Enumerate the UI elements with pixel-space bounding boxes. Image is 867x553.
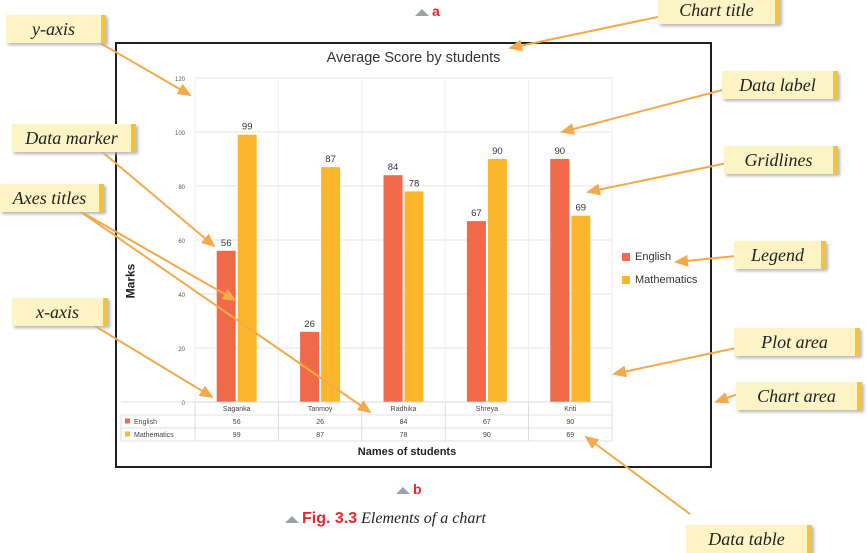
data-label: 90 — [492, 146, 503, 157]
table-cell-value: 26 — [316, 419, 324, 426]
bar-english-kriti — [550, 159, 570, 402]
triangle-icon — [396, 487, 410, 494]
bar-english-tanmoy — [300, 331, 320, 402]
callout-arrow — [674, 254, 737, 267]
callout-legend: Legend — [734, 241, 826, 269]
callout-data-table: Data table — [686, 525, 812, 553]
table-category-label: Shreya — [476, 406, 498, 413]
callout-arrow — [94, 39, 192, 97]
table-legend-key — [125, 418, 130, 424]
marker-a-label: a — [432, 3, 440, 19]
data-label: 84 — [388, 162, 399, 173]
data-label: 87 — [325, 154, 336, 165]
legend-label-english: English — [635, 251, 672, 263]
callout-arrow — [77, 209, 372, 414]
x-axis-title: Names of students — [357, 446, 457, 458]
callout-arrows — [77, 13, 739, 515]
callout-arrow — [99, 149, 216, 248]
table-cell-value: 69 — [566, 432, 574, 439]
callout-arrow — [586, 161, 733, 196]
table-category-label: Tanmoy — [308, 406, 333, 413]
callout-arrow — [77, 209, 237, 301]
table-cell-value: 90 — [483, 432, 491, 439]
triangle-icon — [415, 9, 429, 16]
triangle-icon — [285, 516, 299, 523]
callout-arrow — [584, 435, 691, 515]
callout-data-marker: Data marker — [12, 124, 136, 152]
marker-b-label: b — [413, 481, 422, 497]
legend-swatch-mathematics — [622, 276, 630, 284]
figure-marker-a: a — [415, 3, 440, 19]
table-category-label: Saganka — [223, 406, 251, 413]
legend: English Mathematics — [622, 251, 697, 297]
y-tick-label: 20 — [178, 347, 185, 353]
table-cell-value: 67 — [483, 419, 491, 426]
bar-mathematics-radhika — [404, 191, 424, 402]
data-label: 26 — [304, 319, 315, 330]
data-label: 69 — [576, 203, 587, 214]
caption-fig-number: Fig. 3.3 — [302, 510, 358, 527]
bar-english-saganka — [216, 250, 236, 402]
callout-axes-titles: Axes titles — [0, 184, 104, 212]
data-label: 78 — [409, 178, 420, 189]
table-cell-value: 99 — [233, 432, 241, 439]
bar-mathematics-saganka — [237, 134, 257, 402]
table-cell-value: 87 — [316, 432, 324, 439]
callout-gridlines: Gridlines — [724, 146, 838, 174]
figure-marker-b: b — [396, 481, 422, 497]
data-label: 90 — [555, 146, 566, 157]
table-cell-value: 78 — [400, 432, 408, 439]
table-cell-value: 90 — [566, 419, 574, 426]
caption-text: Elements of a chart — [361, 510, 486, 527]
callout-x-axis: x-axis — [12, 298, 108, 326]
callout-arrow — [94, 325, 214, 399]
legend-swatch-english — [622, 253, 630, 261]
y-tick-label: 120 — [175, 77, 186, 83]
bar-english-shreya — [466, 221, 486, 402]
callout-arrow — [612, 347, 737, 378]
y-tick-label: 0 — [182, 401, 186, 407]
bar-mathematics-shreya — [487, 159, 507, 402]
callout-plot-area: Plot area — [734, 328, 860, 356]
table-series-label: Mathematics — [134, 432, 174, 439]
chart-area: Average Score by students 0 20 40 60 80 100 12… — [115, 42, 712, 468]
y-tick-label: 100 — [175, 131, 186, 137]
legend-item-mathematics: Mathematics — [622, 274, 697, 286]
callout-arrow — [508, 13, 673, 52]
callout-data-label: Data label — [722, 71, 838, 99]
callout-chart-area: Chart area — [736, 382, 862, 410]
table-category-label: Radhika — [391, 406, 417, 413]
data-label: 67 — [471, 208, 482, 219]
table-category-label: Kriti — [564, 406, 577, 413]
y-tick-label: 40 — [178, 293, 185, 299]
bar-mathematics-tanmoy — [321, 167, 341, 402]
y-tick-label: 80 — [178, 185, 185, 191]
table-cell-value: 84 — [400, 419, 408, 426]
callout-arrow — [714, 392, 739, 404]
callout-chart-title: Chart title — [658, 0, 780, 24]
legend-item-english: English — [622, 251, 697, 263]
data-label: 56 — [221, 238, 232, 249]
legend-label-mathematics: Mathematics — [635, 274, 698, 286]
bar-mathematics-kriti — [571, 215, 591, 402]
bar-english-radhika — [383, 175, 403, 402]
chart-title: Average Score by students — [326, 50, 501, 66]
callout-y-axis: y-axis — [6, 15, 106, 43]
table-cell-value: 56 — [233, 419, 241, 426]
callout-arrow — [560, 87, 731, 135]
y-tick-label: 60 — [178, 239, 185, 245]
plot-svg: 0 20 40 60 80 100 120 56 99 26 87 84 78 67 90 90 69 Sagan… — [120, 77, 613, 442]
table-series-label: English — [134, 419, 157, 426]
data-label: 99 — [242, 122, 253, 133]
figure-caption: Fig. 3.3 Elements of a chart — [285, 510, 486, 528]
table-legend-key — [125, 431, 130, 437]
